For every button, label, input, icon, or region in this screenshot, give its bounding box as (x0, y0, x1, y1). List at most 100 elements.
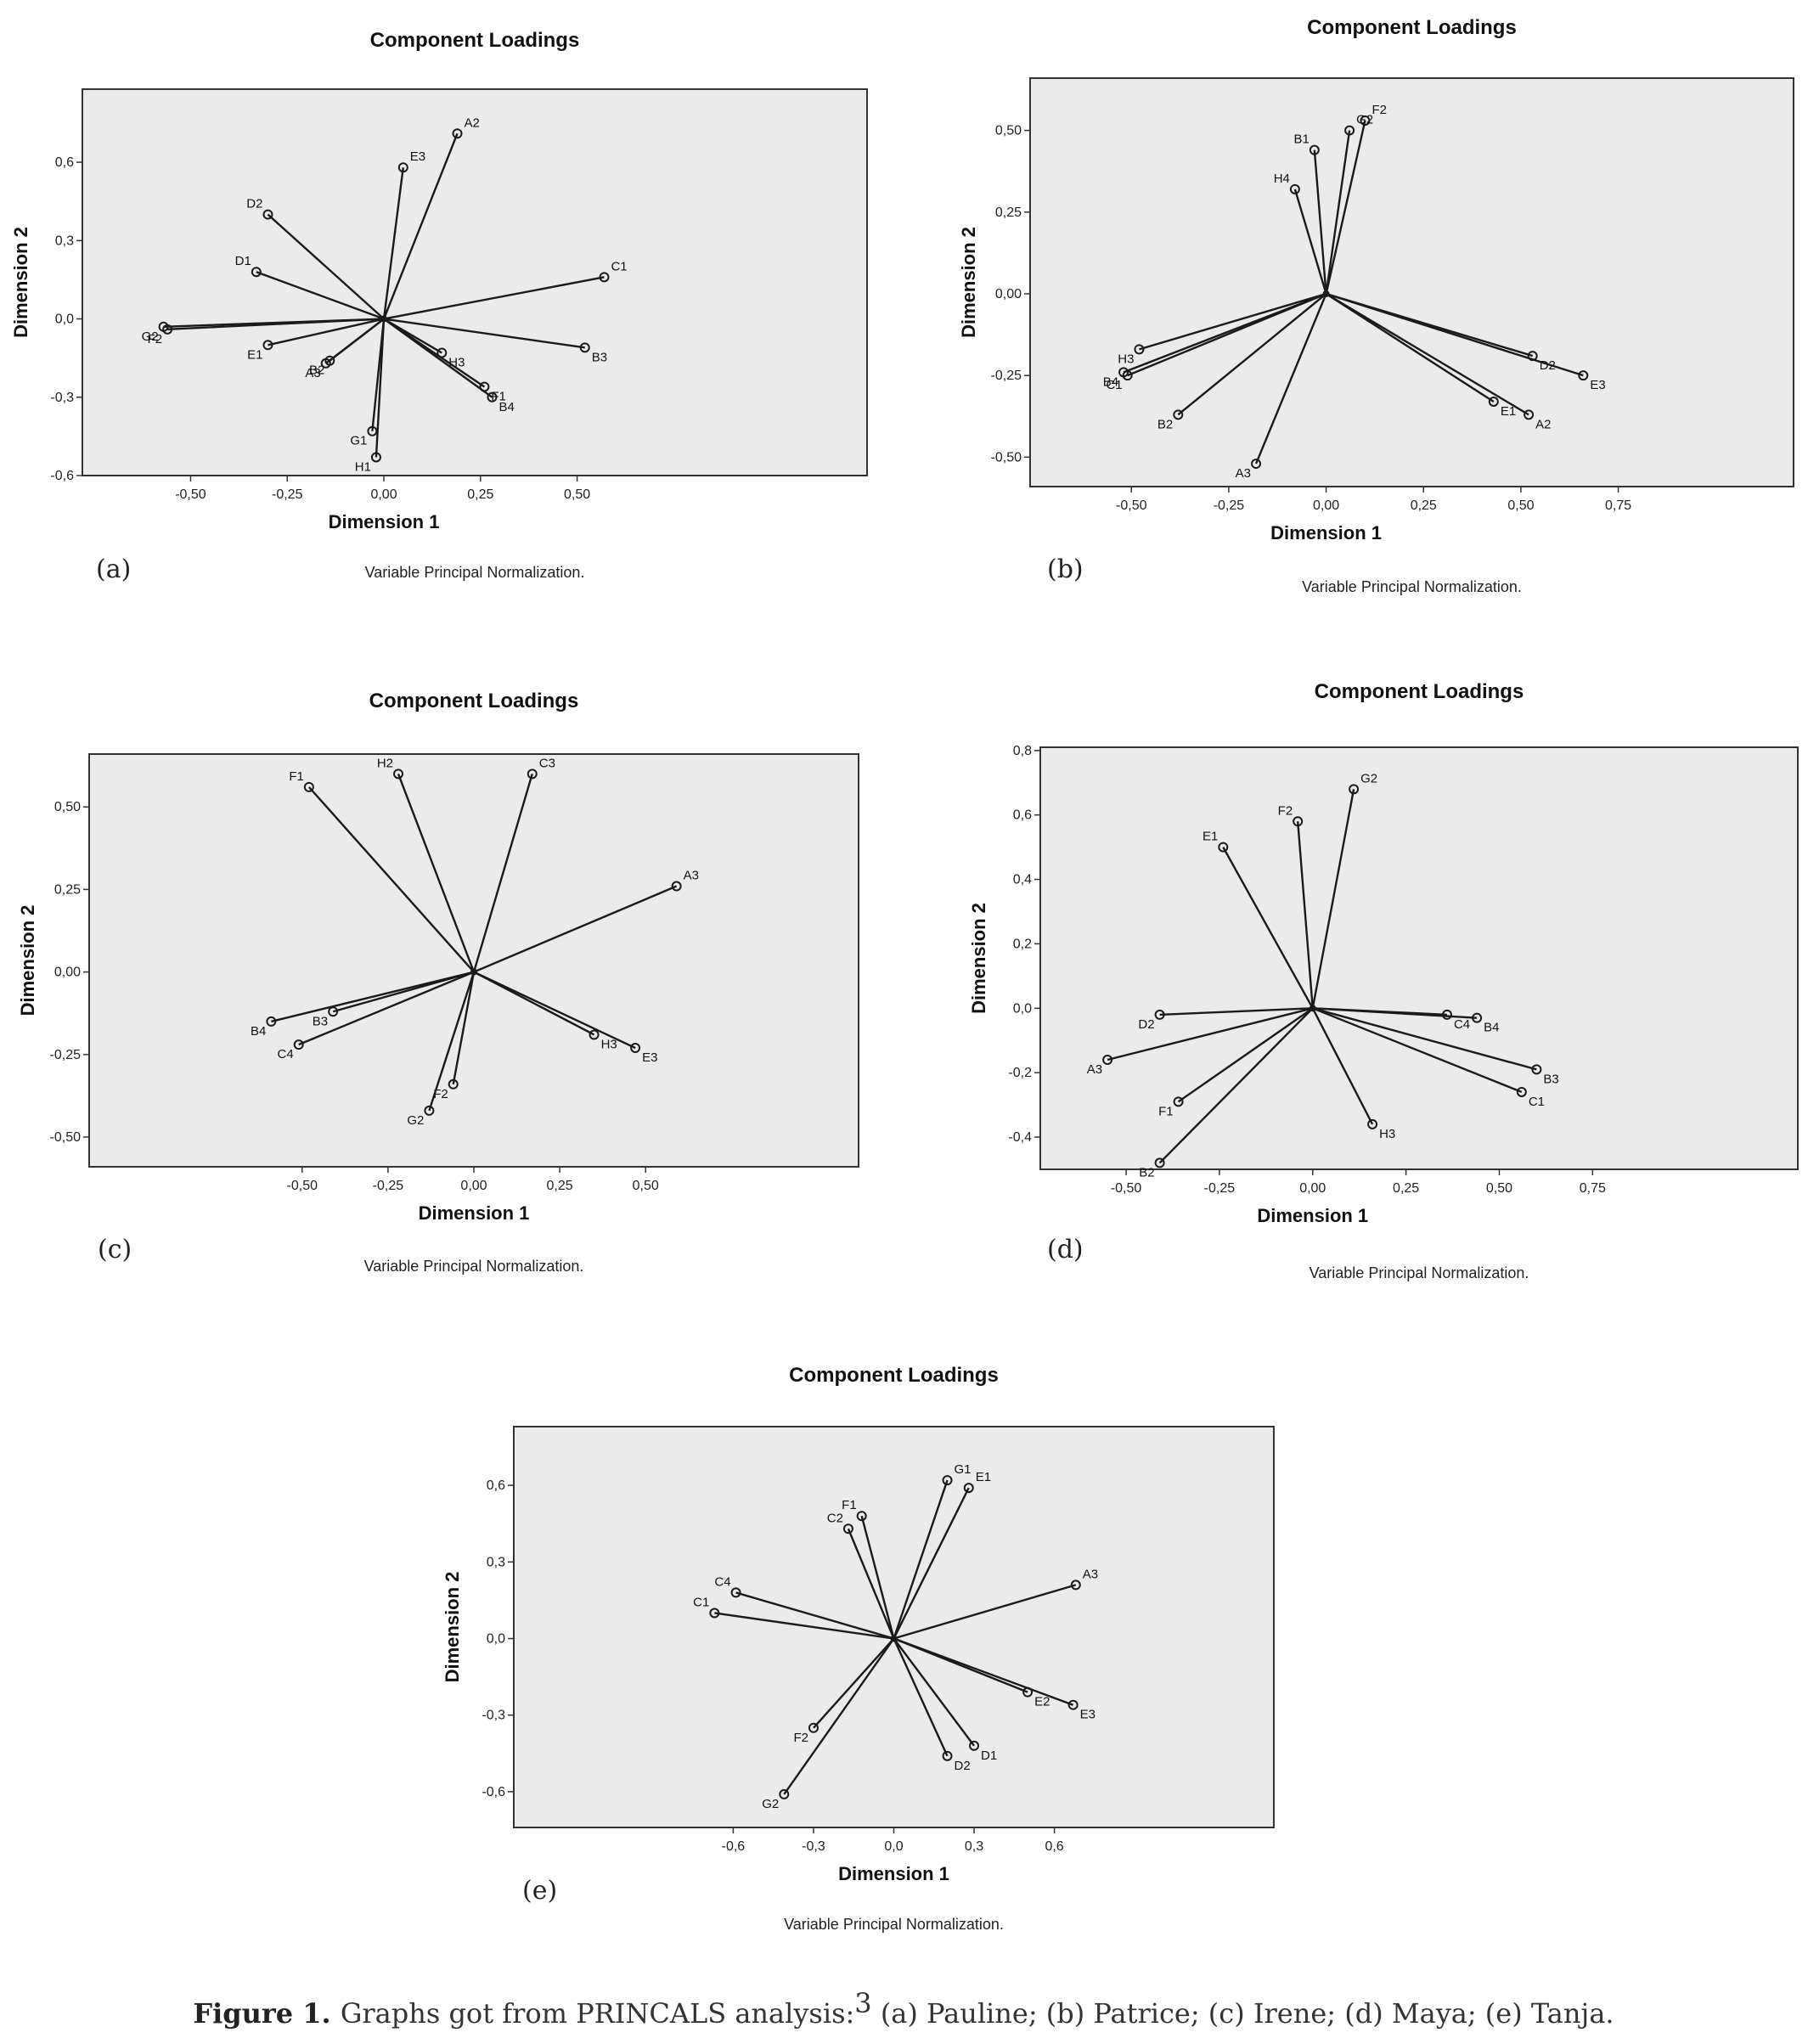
y-tick-label: -0,25 (50, 1048, 82, 1062)
loading-point-B2 (1154, 1157, 1165, 1168)
y-tick-label: 0,50 (54, 800, 81, 814)
y-tick-label: 0,6 (1013, 808, 1032, 823)
loading-point-F2 (1293, 816, 1304, 827)
loading-vector-E3 (473, 971, 636, 1050)
point-label-C3: C3 (539, 756, 555, 770)
loading-vector-F2 (1296, 821, 1314, 1009)
loading-vector-H1 (375, 318, 386, 458)
loading-vector-C1 (1127, 292, 1327, 377)
loading-point-F2 (162, 324, 173, 335)
loading-vector-F2 (813, 1637, 895, 1729)
loading-point-D2 (262, 209, 273, 220)
x-tick-label: 0,25 (1393, 1181, 1419, 1196)
loading-vector-F1 (1177, 1007, 1314, 1103)
loading-vector-C3 (472, 773, 533, 972)
point-label-F1: F1 (289, 769, 304, 784)
loading-point-E3 (1578, 370, 1589, 381)
loading-vector-E1 (893, 1487, 970, 1640)
point-label-C1: C1 (693, 1595, 709, 1609)
y-tick-label: 0,50 (995, 124, 1022, 138)
loading-point-C1 (709, 1608, 720, 1619)
point-label-E3: E3 (642, 1050, 657, 1065)
point-label-F2: F2 (793, 1731, 808, 1745)
loading-point-H3 (589, 1029, 600, 1040)
y-tick-label: -0,3 (50, 391, 74, 405)
y-tick-label: 0,2 (1013, 937, 1032, 951)
origin-point (380, 315, 388, 323)
point-label-A3: A3 (684, 869, 699, 883)
loading-vector-A3 (325, 318, 385, 364)
point-label-B3: B3 (1543, 1072, 1558, 1086)
loading-point-A2 (452, 128, 463, 139)
plot-area (1029, 77, 1794, 487)
loading-vector-C2 (847, 1528, 895, 1639)
x-tick-label: -0,25 (373, 1179, 404, 1193)
x-tick-label: 0,75 (1580, 1181, 1606, 1196)
x-tick-label: 0,00 (370, 487, 397, 502)
loading-point-B4 (1472, 1012, 1483, 1023)
loading-point-B3 (328, 1006, 339, 1017)
x-tick-label: -0,50 (175, 487, 206, 502)
x-tick-label: 0,75 (1605, 498, 1631, 513)
point-label-G1: G1 (955, 1462, 972, 1477)
point-label-D2: D2 (246, 197, 262, 211)
figure-caption-subjects: (a) Pauline; (b) Patrice; (c) Irene; (d)… (872, 1997, 1614, 2030)
point-label-D1: D1 (981, 1748, 997, 1763)
point-label-F2: F2 (1278, 803, 1293, 818)
point-label-B3: B3 (313, 1014, 328, 1028)
point-label-E1: E1 (1501, 404, 1516, 419)
loading-vector-D2 (1159, 1007, 1313, 1016)
panel-label: (e) (522, 1876, 557, 1906)
loading-point-C1 (1122, 370, 1133, 381)
figure-caption-text: Figure 1. Graphs got from PRINCALS analy… (193, 1987, 1614, 2030)
figure-caption: Figure 1. Graphs got from PRINCALS analy… (193, 1987, 1614, 2030)
loading-vector-A3 (1107, 1007, 1314, 1061)
x-axis-label: Dimension 1 (1270, 522, 1382, 543)
y-tick-label: 0,0 (487, 1632, 505, 1647)
loading-vector-B3 (332, 971, 475, 1013)
figure-caption-label: Figure 1. (193, 1997, 340, 2030)
loading-point-F2 (1360, 115, 1371, 127)
loading-point-E1 (262, 340, 273, 351)
loading-vector-B3 (1312, 1007, 1537, 1071)
loading-vector-C1 (1312, 1007, 1523, 1094)
point-label-C4: C4 (714, 1574, 730, 1589)
x-axis-label: Dimension 1 (419, 1202, 530, 1224)
loading-vector-C1 (714, 1612, 894, 1640)
loading-point-E1 (1218, 842, 1229, 853)
loading-vector-D2 (893, 1638, 949, 1757)
y-tick-label: -0,6 (482, 1785, 505, 1799)
loading-vector-G1 (893, 1479, 949, 1639)
origin-point (890, 1635, 898, 1642)
x-tick-label: 0,25 (467, 487, 493, 502)
point-label-C4: C4 (278, 1047, 294, 1061)
loading-vector-B2 (1158, 1007, 1314, 1164)
chart-title: Component Loadings (1307, 16, 1517, 39)
plot-area (513, 1426, 1275, 1828)
loading-point-A3 (1070, 1579, 1081, 1591)
loading-vector-F1 (860, 1515, 895, 1639)
loading-vector-C4 (298, 971, 475, 1046)
y-tick-label: -0,6 (50, 469, 74, 483)
loading-point-A3 (320, 358, 331, 369)
loading-vector-E1 (1222, 847, 1314, 1009)
loading-vector-H3 (1311, 1007, 1374, 1125)
point-label-H1: H1 (355, 459, 371, 474)
loading-vector-D1 (893, 1637, 976, 1747)
x-tick-label: 0,25 (1411, 498, 1437, 513)
loading-point-E3 (630, 1043, 641, 1054)
normalization-note: Variable Principal Normalization. (364, 1258, 584, 1275)
loading-vector-B3 (383, 318, 585, 349)
point-label-B2: B2 (1139, 1165, 1154, 1180)
point-label-E3: E3 (1080, 1708, 1096, 1722)
loading-vector-F2 (452, 971, 476, 1085)
point-label-D1: D1 (235, 254, 251, 268)
point-label-F1: F1 (842, 1498, 857, 1512)
point-label-H4: H4 (1274, 172, 1290, 186)
x-tick-label: 0,50 (564, 487, 590, 502)
point-label-F2: F2 (433, 1087, 448, 1101)
point-label-C1: C1 (1529, 1095, 1545, 1109)
loading-point-G2 (1344, 125, 1355, 136)
point-label-B2: B2 (309, 363, 324, 378)
point-label-B4: B4 (1484, 1021, 1499, 1035)
